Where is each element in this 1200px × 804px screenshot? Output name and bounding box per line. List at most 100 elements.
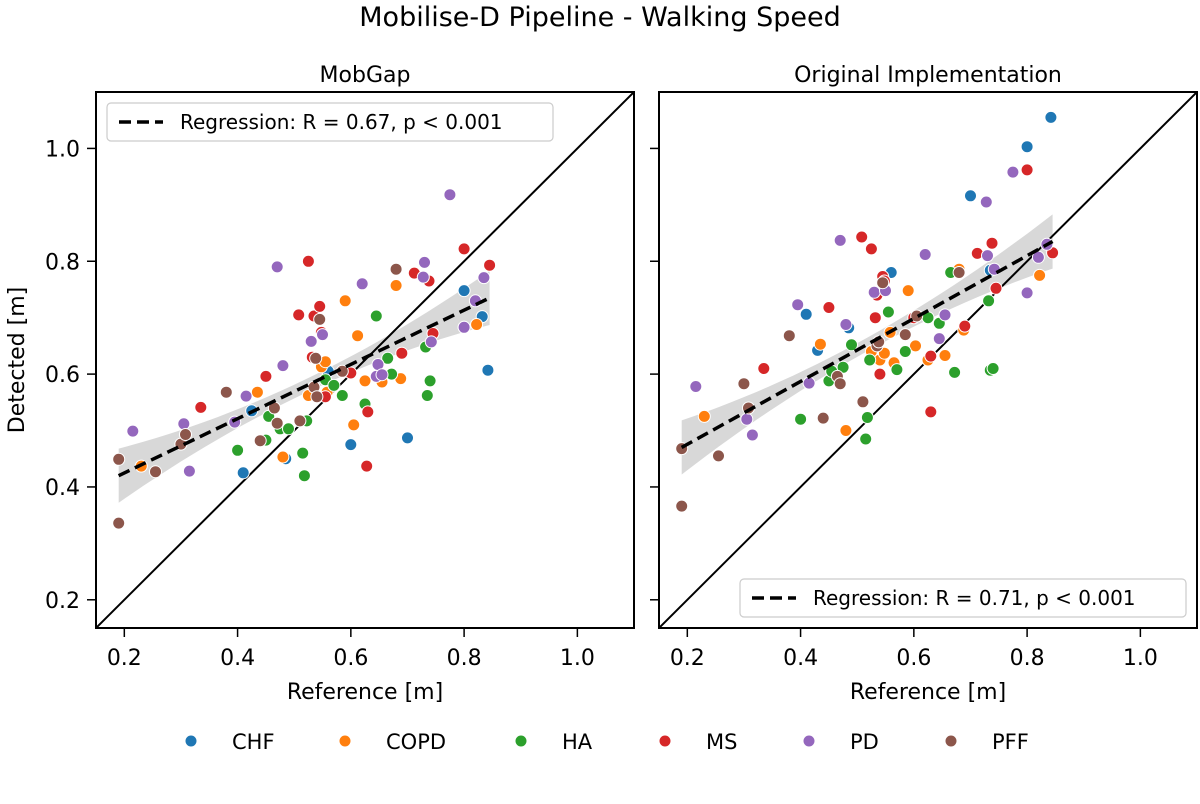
data-point-copd: [351, 329, 365, 343]
group-legend: CHF COPD HA MS PD PFF: [184, 730, 1029, 754]
data-point-pff: [310, 390, 324, 404]
data-point-ha: [890, 363, 904, 377]
data-point-chf: [799, 307, 813, 321]
y-tick-label: 0.8: [45, 250, 80, 275]
data-point-pd: [689, 380, 703, 393]
regression-line: [680, 239, 1054, 449]
plot-area: [659, 92, 1197, 628]
regression-legend: Regression: R = 0.67, p < 0.001: [106, 102, 554, 142]
data-point-copd: [347, 418, 361, 432]
data-point-pff: [952, 266, 966, 279]
data-point-chf: [1020, 140, 1034, 154]
data-point-pd: [833, 233, 847, 247]
legend-label: HA: [562, 730, 593, 754]
data-point-ha: [860, 411, 874, 424]
data-point-pff: [112, 452, 126, 466]
data-point-ha: [381, 351, 395, 365]
panel-title: Original Implementation: [794, 63, 1062, 88]
x-tick-label: 0.4: [783, 646, 818, 671]
data-point-ha: [863, 353, 877, 367]
data-point-pd: [981, 249, 994, 263]
legend-item-chf: CHF: [184, 730, 275, 754]
data-point-pd: [938, 308, 952, 322]
legend-label: PD: [850, 730, 879, 754]
x-tick-label: 1.0: [1123, 646, 1158, 671]
x-tick-label: 0.4: [220, 646, 255, 671]
data-point-ms: [483, 258, 497, 272]
data-point-pff: [219, 385, 233, 399]
data-point-pd: [355, 277, 369, 291]
legend-item-ha: HA: [514, 730, 593, 754]
data-point-pd: [839, 318, 853, 331]
data-point-ms: [924, 405, 938, 419]
axes-frame: [95, 91, 635, 629]
x-tick-label: 0.8: [447, 646, 482, 671]
data-point-pff: [149, 465, 162, 479]
data-point-pd: [270, 260, 284, 274]
x-tick-label: 0.6: [333, 646, 368, 671]
data-point-pd: [457, 320, 471, 334]
data-point-ms: [360, 459, 374, 473]
data-point-ha: [845, 338, 858, 352]
panel-title: MobGap: [320, 63, 411, 88]
data-point-pd: [182, 464, 196, 478]
legend-marker: [944, 734, 958, 748]
data-point-pd: [932, 332, 946, 346]
data-point-pff: [737, 377, 751, 391]
data-point-ha: [369, 309, 383, 323]
x-tick-label: 1.0: [560, 646, 595, 671]
x-tick-label: 0.8: [1010, 646, 1045, 671]
data-point-ha: [282, 422, 295, 436]
regression-legend-box: [106, 102, 554, 142]
legend-label: COPD: [386, 730, 446, 754]
legend-marker: [184, 734, 198, 748]
legend-item-copd: COPD: [338, 730, 446, 754]
data-point-ms: [855, 230, 869, 244]
data-point-chf: [964, 189, 977, 203]
data-point-pd: [443, 188, 457, 202]
data-point-pd: [239, 389, 253, 403]
legend-item-ms: MS: [658, 730, 737, 754]
legend-marker: [514, 734, 528, 748]
data-point-ha: [794, 412, 808, 426]
data-point-pd: [477, 271, 491, 285]
data-point-ms: [924, 349, 938, 363]
x-tick-label: 0.2: [107, 646, 142, 671]
data-point-chf: [457, 284, 471, 298]
data-point-ms: [989, 281, 1003, 295]
identity-line: [96, 92, 634, 628]
panel-1: MobGap 0.2 0.4 0.6 0.8 1.0 0.2 0.4 0.6 0.8 1.0 Refe…: [5, 63, 635, 705]
data-point-pff: [389, 262, 403, 276]
data-point-ms: [958, 319, 972, 333]
data-point-copd: [901, 284, 915, 298]
confidence-band: [681, 214, 1053, 475]
legend-label: CHF: [232, 730, 275, 754]
data-point-ms: [361, 405, 375, 419]
x-axis-label: Reference [m]: [287, 680, 443, 705]
data-point-copd: [338, 294, 352, 308]
data-point-pd: [918, 248, 932, 261]
legend-label: PFF: [992, 730, 1029, 754]
x-tick-label: 0.6: [896, 646, 931, 671]
data-point-pff: [293, 414, 307, 428]
data-point-pff: [253, 434, 267, 448]
data-point-ms: [194, 400, 208, 414]
x-axis-label: Reference [m]: [850, 680, 1006, 705]
data-point-ms: [757, 362, 771, 375]
legend-marker: [802, 734, 816, 748]
data-point-pff: [856, 395, 870, 409]
data-point-ms: [873, 367, 887, 381]
data-point-copd: [938, 349, 952, 362]
y-tick-label: 0.6: [45, 363, 80, 388]
legend-marker: [338, 734, 352, 748]
legend-item-pd: PD: [802, 730, 879, 754]
data-point-chf: [344, 438, 358, 452]
data-point-copd: [813, 337, 827, 351]
data-point-ms: [395, 346, 409, 360]
y-tick-label: 0.2: [45, 589, 80, 614]
regression-legend: Regression: R = 0.71, p < 0.001: [739, 578, 1187, 618]
data-point-chf: [236, 466, 250, 480]
data-point-pff: [876, 276, 890, 290]
data-point-ha: [231, 443, 245, 457]
data-point-pff: [270, 416, 284, 430]
